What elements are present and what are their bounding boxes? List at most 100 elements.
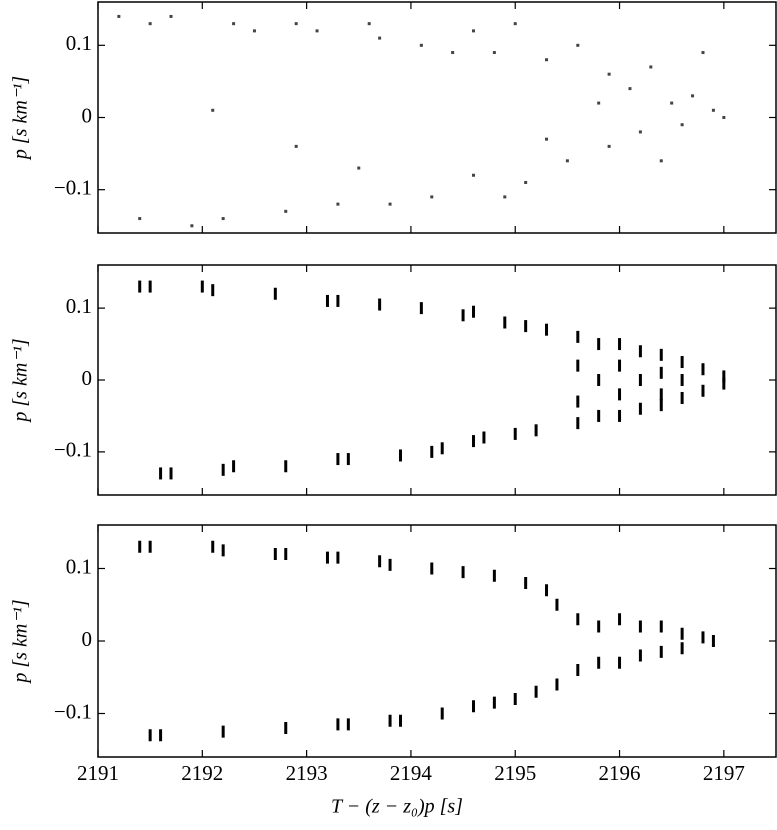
point bbox=[680, 642, 684, 655]
point bbox=[388, 714, 392, 727]
point bbox=[545, 137, 549, 141]
point bbox=[284, 460, 288, 473]
point bbox=[691, 94, 695, 98]
point bbox=[169, 467, 173, 480]
point bbox=[148, 280, 152, 293]
y-tick-label: 0 bbox=[82, 103, 93, 127]
point bbox=[211, 540, 215, 553]
point bbox=[659, 366, 663, 379]
point bbox=[472, 435, 476, 448]
point bbox=[701, 363, 705, 376]
point bbox=[430, 445, 434, 458]
point bbox=[159, 729, 163, 742]
x-tick-label: 2195 bbox=[494, 761, 536, 785]
point bbox=[659, 159, 663, 163]
point bbox=[378, 555, 382, 568]
point bbox=[628, 87, 632, 91]
point bbox=[576, 613, 580, 626]
point bbox=[597, 101, 601, 105]
point bbox=[524, 577, 528, 589]
point bbox=[576, 395, 580, 408]
x-axis-label: T − (z − z₀)p [s] bbox=[331, 796, 463, 818]
point bbox=[701, 51, 705, 55]
point bbox=[722, 370, 726, 383]
y-tick-label: 0 bbox=[82, 366, 93, 390]
point bbox=[534, 424, 538, 437]
point bbox=[451, 51, 455, 55]
point bbox=[545, 323, 549, 336]
point bbox=[659, 620, 663, 633]
y-tick-label: 0 bbox=[82, 627, 93, 651]
point bbox=[618, 613, 622, 626]
point bbox=[472, 29, 476, 33]
point bbox=[159, 467, 163, 480]
point bbox=[252, 29, 256, 33]
y-tick-label: 0.1 bbox=[66, 554, 92, 578]
point bbox=[294, 144, 298, 148]
point bbox=[378, 298, 382, 311]
point bbox=[482, 431, 486, 444]
point bbox=[273, 287, 277, 300]
y-axis-label: p [s km⁻¹] bbox=[10, 338, 32, 423]
y-axis-label: p [s km⁻¹] bbox=[10, 76, 32, 161]
point bbox=[680, 627, 684, 640]
y-tick-label: 0.1 bbox=[66, 294, 92, 318]
point bbox=[336, 453, 340, 466]
y-axis-label: p [s km⁻¹] bbox=[10, 599, 32, 684]
point bbox=[221, 217, 225, 221]
point bbox=[492, 569, 496, 582]
point bbox=[221, 544, 225, 557]
point bbox=[680, 391, 684, 404]
point bbox=[638, 649, 642, 662]
point bbox=[430, 195, 434, 199]
x-tick-label: 2197 bbox=[703, 761, 745, 785]
point bbox=[597, 656, 601, 669]
point bbox=[618, 656, 622, 669]
point bbox=[618, 388, 622, 401]
point bbox=[607, 72, 611, 76]
point bbox=[638, 620, 642, 633]
point bbox=[638, 345, 642, 358]
point bbox=[649, 65, 653, 69]
point bbox=[545, 58, 549, 62]
point bbox=[576, 43, 580, 47]
point bbox=[325, 551, 329, 564]
point bbox=[513, 427, 517, 440]
point bbox=[221, 463, 225, 476]
point bbox=[524, 320, 528, 333]
point bbox=[430, 562, 434, 575]
point bbox=[284, 722, 288, 734]
point bbox=[638, 402, 642, 415]
point bbox=[680, 356, 684, 369]
x-tick-label: 2196 bbox=[599, 761, 641, 785]
point bbox=[638, 130, 642, 134]
point bbox=[325, 294, 329, 307]
point bbox=[722, 116, 726, 119]
point bbox=[472, 700, 476, 713]
point bbox=[576, 330, 580, 343]
point bbox=[117, 14, 121, 18]
point bbox=[148, 22, 152, 26]
point bbox=[367, 22, 371, 26]
point bbox=[576, 359, 580, 372]
point bbox=[576, 664, 580, 676]
point bbox=[388, 558, 392, 571]
point bbox=[472, 173, 476, 177]
x-tick-label: 2193 bbox=[286, 761, 328, 785]
x-tick-label: 2191 bbox=[77, 761, 119, 785]
point bbox=[597, 620, 601, 633]
point bbox=[336, 718, 340, 731]
x-tick-label: 2192 bbox=[181, 761, 223, 785]
plot-frame bbox=[97, 264, 777, 496]
point bbox=[273, 548, 277, 560]
plot-frame bbox=[97, 1, 777, 234]
plot-frame bbox=[97, 524, 777, 758]
point bbox=[524, 180, 528, 184]
point bbox=[398, 714, 402, 727]
point bbox=[232, 22, 236, 26]
point bbox=[419, 43, 423, 47]
point bbox=[211, 284, 215, 297]
point bbox=[711, 108, 715, 112]
point bbox=[169, 14, 173, 18]
